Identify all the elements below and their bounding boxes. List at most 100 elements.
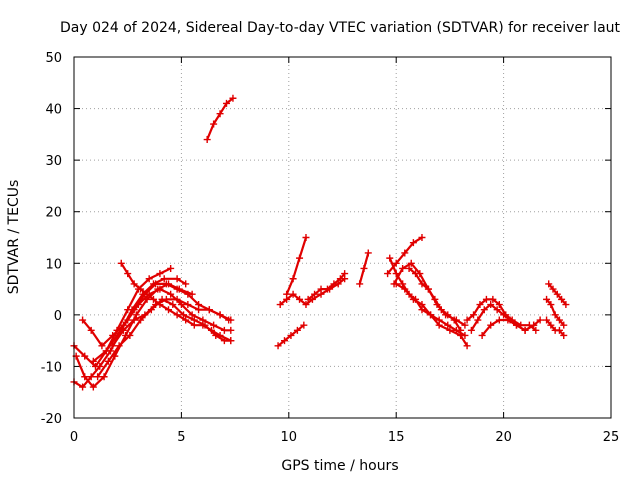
series-line — [92, 288, 232, 363]
data-point — [401, 249, 409, 257]
data-point — [79, 383, 87, 391]
data-point — [504, 316, 512, 324]
data-point — [296, 295, 304, 303]
data-point — [96, 362, 104, 370]
data-point — [463, 316, 471, 324]
data-point — [530, 321, 538, 329]
data-point — [302, 234, 310, 241]
data-point — [446, 326, 454, 334]
data-point — [478, 331, 486, 339]
data-point — [119, 326, 127, 334]
data-point — [364, 249, 372, 257]
y-tick-label: -20 — [41, 412, 62, 427]
data-point — [216, 311, 224, 319]
data-point — [482, 295, 490, 303]
data-point — [330, 280, 338, 288]
data-point — [296, 254, 304, 262]
data-point — [162, 295, 170, 303]
data-point — [89, 357, 97, 365]
chart-title: Day 024 of 2024, Sidereal Day-to-day VTE… — [60, 20, 621, 36]
series-line — [307, 272, 346, 301]
data-point — [418, 301, 426, 309]
data-point — [203, 136, 211, 144]
data-point — [156, 285, 164, 293]
series-line — [206, 97, 235, 141]
data-point — [461, 331, 469, 339]
data-point — [474, 316, 482, 324]
data-point — [167, 264, 175, 272]
data-point — [207, 326, 215, 334]
x-tick-label: 0 — [70, 430, 78, 445]
data-point — [143, 290, 151, 298]
data-point — [137, 285, 145, 293]
data-point — [162, 280, 170, 288]
data-point — [399, 264, 407, 272]
data-point — [558, 295, 566, 303]
data-point — [386, 254, 394, 262]
data-point — [336, 275, 344, 283]
data-point — [283, 290, 291, 298]
data-point — [152, 280, 160, 288]
data-point — [156, 270, 164, 278]
data-point — [356, 280, 364, 288]
data-point — [392, 259, 400, 267]
x-tick-label: 20 — [495, 430, 512, 445]
series-arc-13 — [304, 270, 349, 303]
series-line — [285, 236, 308, 296]
data-point — [79, 316, 87, 324]
series-arc-9 — [203, 94, 237, 144]
data-point — [293, 326, 301, 334]
x-tick-label: 15 — [388, 430, 405, 445]
data-point — [323, 285, 331, 293]
data-point — [184, 301, 192, 309]
y-tick-label: 0 — [54, 309, 62, 324]
series-arc-16 — [386, 254, 471, 350]
data-point — [149, 295, 157, 303]
data-point — [341, 270, 349, 278]
data-point — [287, 331, 295, 339]
data-point — [182, 280, 190, 288]
data-point — [173, 275, 181, 283]
data-point — [536, 316, 544, 324]
data-point — [487, 321, 495, 329]
data-point — [495, 316, 503, 324]
y-tick-label: 30 — [45, 154, 62, 169]
data-point — [130, 280, 138, 288]
data-point — [405, 264, 413, 272]
data-point — [463, 342, 471, 350]
y-tick-label: 10 — [45, 257, 62, 272]
series-arc-14 — [356, 249, 372, 288]
data-point — [182, 316, 190, 324]
series-arc-17 — [390, 259, 469, 329]
data-point — [384, 270, 392, 278]
data-point — [555, 316, 563, 324]
data-point — [281, 337, 289, 345]
data-point — [276, 301, 284, 309]
data-point — [126, 331, 134, 339]
data-point — [401, 285, 409, 293]
data-point — [427, 311, 435, 319]
data-point — [180, 311, 188, 319]
data-point — [551, 311, 559, 319]
data-point — [173, 311, 181, 319]
data-point — [227, 316, 235, 324]
data-point — [141, 311, 149, 319]
data-point — [555, 326, 563, 334]
data-point — [220, 326, 228, 334]
data-point — [188, 311, 196, 319]
data-point — [184, 290, 192, 298]
data-point — [431, 295, 439, 303]
data-point — [543, 295, 551, 303]
data-point — [100, 373, 108, 381]
data-point — [210, 321, 218, 329]
series-arc-23 — [543, 316, 568, 339]
data-point — [132, 311, 140, 319]
axis-ticks: 0 5 10 15 20 25 -20 -10 0 10 20 30 40 50 — [41, 51, 620, 445]
data-point — [169, 301, 177, 309]
data-point — [81, 352, 89, 360]
data-point — [87, 373, 95, 381]
data-point — [317, 285, 325, 293]
data-point — [134, 301, 142, 309]
data-point — [173, 285, 181, 293]
